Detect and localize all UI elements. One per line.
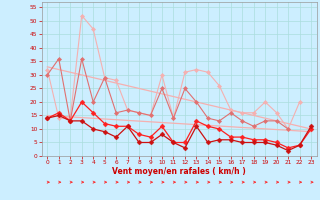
X-axis label: Vent moyen/en rafales ( km/h ): Vent moyen/en rafales ( km/h ) <box>112 167 246 176</box>
